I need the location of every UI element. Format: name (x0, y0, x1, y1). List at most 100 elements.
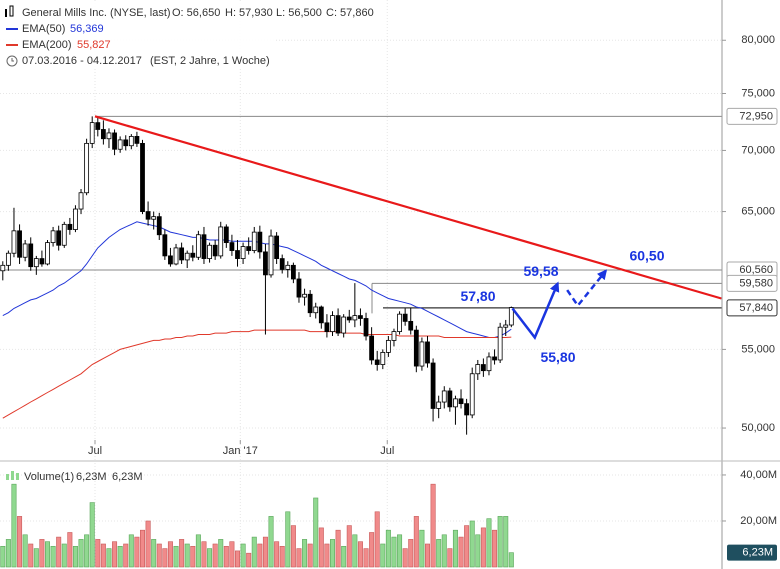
volume-bar (17, 516, 23, 568)
candle-body (73, 208, 78, 230)
candle-body (140, 142, 145, 212)
volume-bar (385, 529, 391, 568)
volume-bar (492, 529, 498, 568)
volume-bar (5, 539, 11, 568)
volume-bar (67, 532, 73, 568)
candle-body (458, 398, 464, 405)
volume-bar (503, 516, 509, 568)
volume-bar (56, 536, 62, 568)
volume-bar (257, 543, 263, 568)
candle-body (251, 231, 257, 251)
trendline (94, 115, 722, 300)
clock-icon (6, 55, 18, 67)
candle-body (179, 247, 185, 261)
volume-bar (374, 511, 380, 568)
y-tick-label: 80,000 (741, 34, 775, 46)
legend-close: C: 57,860 (326, 7, 374, 19)
candle-body (28, 243, 34, 268)
volume-bar (329, 539, 335, 568)
volume-bar (140, 529, 146, 568)
legend-period: 07.03.2016 - 04.12.2017 (22, 55, 142, 67)
volume-bar (72, 545, 78, 568)
x-tick-label: Jul (88, 445, 102, 457)
volume-bar (307, 543, 313, 568)
volume-bar (341, 545, 347, 568)
candle-body (22, 243, 28, 258)
volume-bar (179, 539, 185, 568)
volume-bar (436, 539, 442, 568)
volume-bar (335, 529, 341, 568)
candle-body (11, 230, 17, 254)
level-label: 57,840 (739, 302, 773, 314)
volume-bar (84, 534, 90, 568)
volume-bar (212, 543, 218, 568)
candle-body (195, 234, 201, 258)
candle-body (447, 390, 453, 408)
candle-body (302, 293, 307, 298)
volume-bar (89, 502, 95, 568)
volume-bar (274, 541, 280, 568)
level-badge (726, 274, 778, 292)
candle-body (257, 231, 263, 253)
candle-body (223, 226, 229, 244)
candle-body (39, 258, 45, 265)
volume-bar (100, 543, 106, 568)
candle-body (17, 230, 22, 258)
candle-body (184, 252, 190, 261)
level-badge (726, 299, 778, 317)
candle-body (45, 242, 50, 265)
candle-body (285, 264, 291, 270)
candle-body (358, 315, 363, 319)
candle-body (229, 242, 235, 251)
candle-body (419, 341, 425, 367)
volume-badge (727, 544, 777, 561)
candle-icon (5, 9, 7, 17)
x-tick-label: Jan '17 (223, 445, 258, 457)
candle-body (162, 234, 168, 257)
legend-bg (0, 2, 275, 68)
volume-bar (246, 552, 252, 568)
candle-body (436, 401, 442, 409)
candle-body (134, 136, 140, 144)
volume-bar (279, 545, 285, 568)
volume-bar (173, 545, 179, 568)
candle-body (380, 352, 386, 365)
volume-bar (402, 548, 408, 568)
volume-bar (11, 483, 17, 568)
volume-bar (240, 543, 246, 568)
volume-bar (128, 534, 134, 568)
clock-icon (11, 58, 14, 62)
y-tick-label: 65,000 (741, 205, 775, 217)
candle-body (246, 246, 252, 251)
candle-body (363, 318, 369, 337)
candle-body (324, 322, 330, 332)
y-tick-label: 75,000 (741, 87, 775, 99)
candle-body (503, 324, 509, 328)
candle-body (374, 359, 380, 365)
volume-bar (22, 534, 28, 568)
level-badge (726, 107, 778, 125)
candle-body (212, 244, 218, 257)
volume-bar (28, 543, 34, 568)
volume-bar (190, 545, 196, 568)
candle-body (408, 320, 414, 331)
candle-body (469, 373, 475, 416)
candle-body (168, 255, 173, 265)
candle-body (207, 244, 212, 259)
candle-body (145, 211, 151, 220)
candle-body (84, 142, 90, 194)
volume-bar (201, 541, 207, 568)
volume-bar (218, 539, 224, 568)
volume-bar (223, 545, 229, 568)
candle-body (67, 223, 73, 230)
candle-body (330, 315, 335, 332)
candle-icon (9, 5, 14, 17)
volume-bar (44, 541, 50, 568)
candle-body (402, 313, 408, 322)
candle-body (61, 223, 67, 246)
candle-body (290, 264, 296, 280)
projection-solid (511, 281, 560, 340)
volume-bar (430, 483, 436, 568)
candle-body (50, 230, 56, 244)
